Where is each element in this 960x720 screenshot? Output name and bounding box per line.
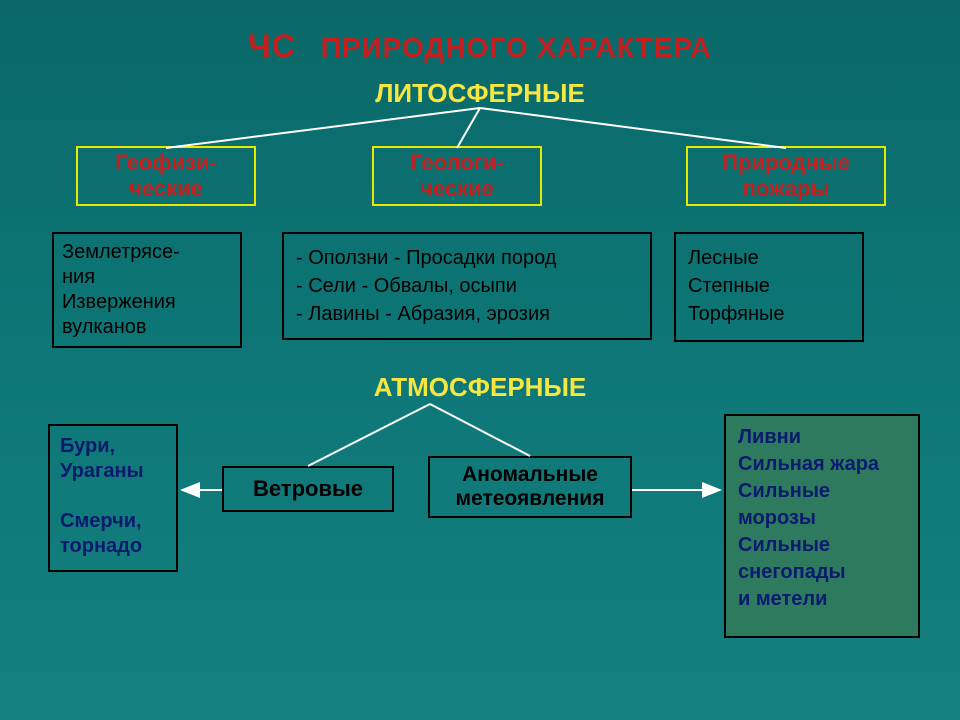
sec1-detail-geological: - Оползни - Просадки пород - Сели - Обва… <box>282 232 652 340</box>
sec2-cat-anomalous: Аномальные метеоявления <box>428 456 632 518</box>
sec1-cat2-l1: Геологи- <box>410 150 504 176</box>
sec1-cat3-l1: Природные <box>722 150 850 176</box>
sec1-cat1-l1: Геофизи- <box>115 150 217 176</box>
title-part1: ЧС <box>248 28 296 64</box>
section2-heading: АТМОСФЕРНЫЕ <box>0 372 960 403</box>
title-part2: ПРИРОДНОГО ХАРАКТЕРА <box>321 32 712 63</box>
section1-heading: ЛИТОСФЕРНЫЕ <box>0 78 960 109</box>
sec2-detail-wind: Бури, Ураганы Смерчи, торнадо <box>48 424 178 572</box>
sec1-detail-geophysical: Землетрясе- ния Извержения вулканов <box>52 232 242 348</box>
sec1-cat3-l2: пожары <box>743 176 830 202</box>
sec2-cat1-l1: Ветровые <box>253 476 363 502</box>
sec1-cat-fires: Природные пожары <box>686 146 886 206</box>
sec2-cat-wind: Ветровые <box>222 466 394 512</box>
sec2-cat2-l2: метеоявления <box>456 487 605 511</box>
sec2-detail-anomalous: Ливни Сильная жара Сильные морозы Сильны… <box>724 414 920 638</box>
sec1-cat-geological: Геологи- ческие <box>372 146 542 206</box>
sec1-detail-fires: Лесные Степные Торфяные <box>674 232 864 342</box>
sec1-cat2-l2: ческие <box>420 176 494 202</box>
sec2-cat2-l1: Аномальные <box>462 463 598 487</box>
main-title: ЧС ПРИРОДНОГО ХАРАКТЕРА <box>0 28 960 65</box>
sec1-cat-geophysical: Геофизи- ческие <box>76 146 256 206</box>
sec1-cat1-l2: ческие <box>129 176 203 202</box>
